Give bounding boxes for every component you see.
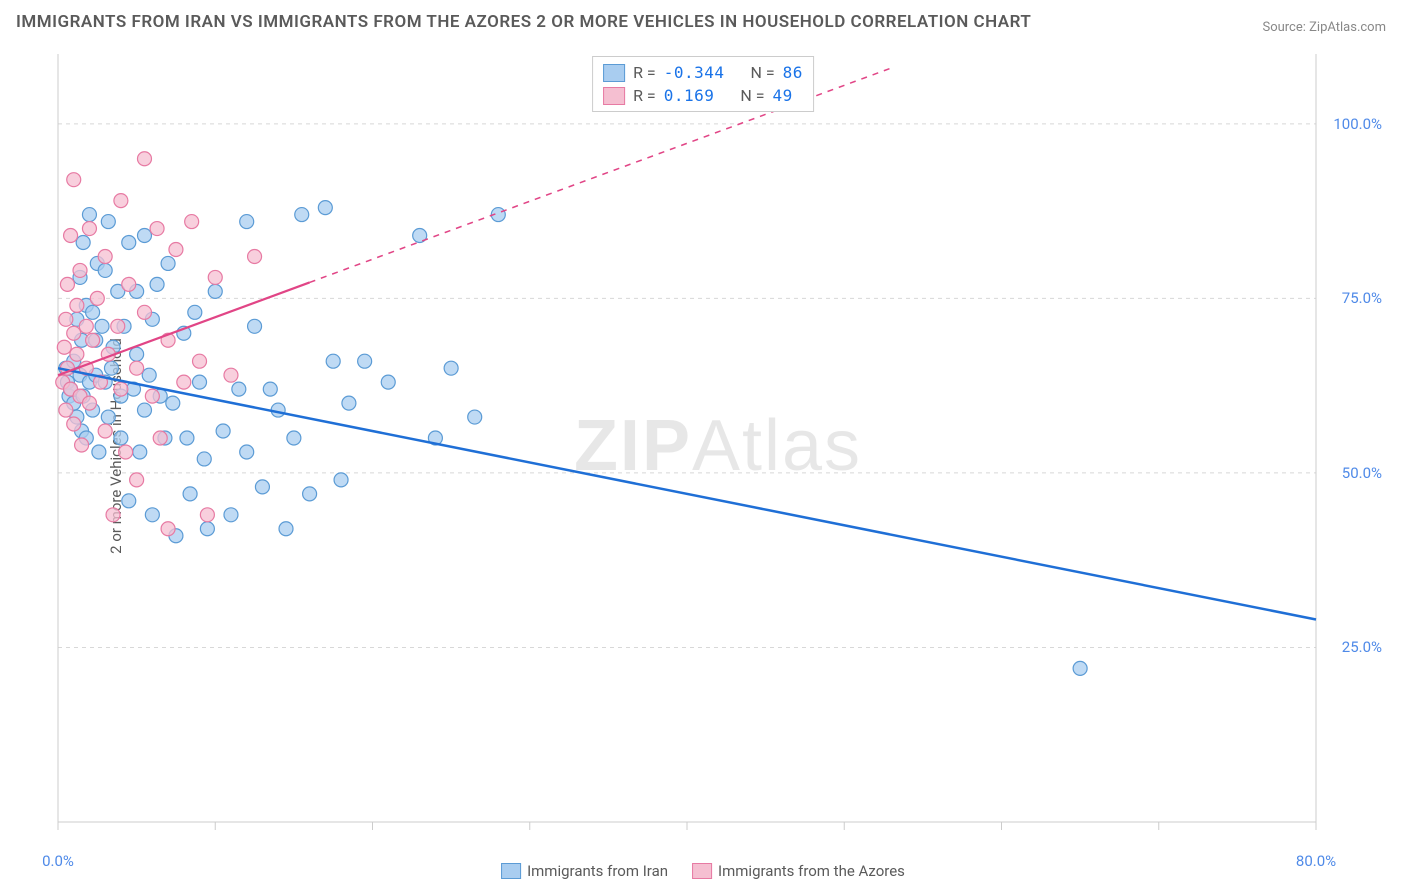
series-swatch [603, 87, 625, 105]
legend-item: Immigrants from the Azores [692, 862, 905, 880]
n-label: N = [740, 86, 764, 105]
r-value: -0.344 [664, 63, 725, 82]
chart-title: IMMIGRANTS FROM IRAN VS IMMIGRANTS FROM … [16, 12, 1031, 32]
bottom-legend: Immigrants from Iran Immigrants from the … [501, 862, 905, 880]
y-tick-label: 75.0% [1342, 289, 1382, 307]
r-label: R = [633, 63, 656, 82]
x-tick-label: 80.0% [1296, 852, 1336, 870]
y-tick-label: 25.0% [1342, 638, 1382, 656]
legend-label: Immigrants from Iran [527, 862, 668, 880]
stats-row: R = 0.169 N = 49 [603, 84, 803, 107]
legend-label: Immigrants from the Azores [718, 862, 905, 880]
n-label: N = [750, 63, 774, 82]
series-swatch [603, 64, 625, 82]
correlation-stats-box: R = -0.344 N = 86 R = 0.169 N = 49 [592, 56, 814, 112]
chart-area: ZIPAtlas 25.0%50.0%75.0%100.0%0.0%80.0% [50, 50, 1386, 842]
n-value: 86 [783, 63, 803, 82]
legend-swatch [501, 863, 521, 879]
scatter-plot [50, 50, 1386, 842]
legend-item: Immigrants from Iran [501, 862, 668, 880]
legend-swatch [692, 863, 712, 879]
source-attribution: Source: ZipAtlas.com [1262, 20, 1386, 35]
r-label: R = [633, 86, 656, 105]
y-tick-label: 50.0% [1342, 464, 1382, 482]
y-tick-label: 100.0% [1333, 115, 1382, 133]
x-tick-label: 0.0% [42, 852, 74, 870]
stats-row: R = -0.344 N = 86 [603, 61, 803, 84]
n-value: 49 [773, 86, 793, 105]
r-value: 0.169 [664, 86, 715, 105]
